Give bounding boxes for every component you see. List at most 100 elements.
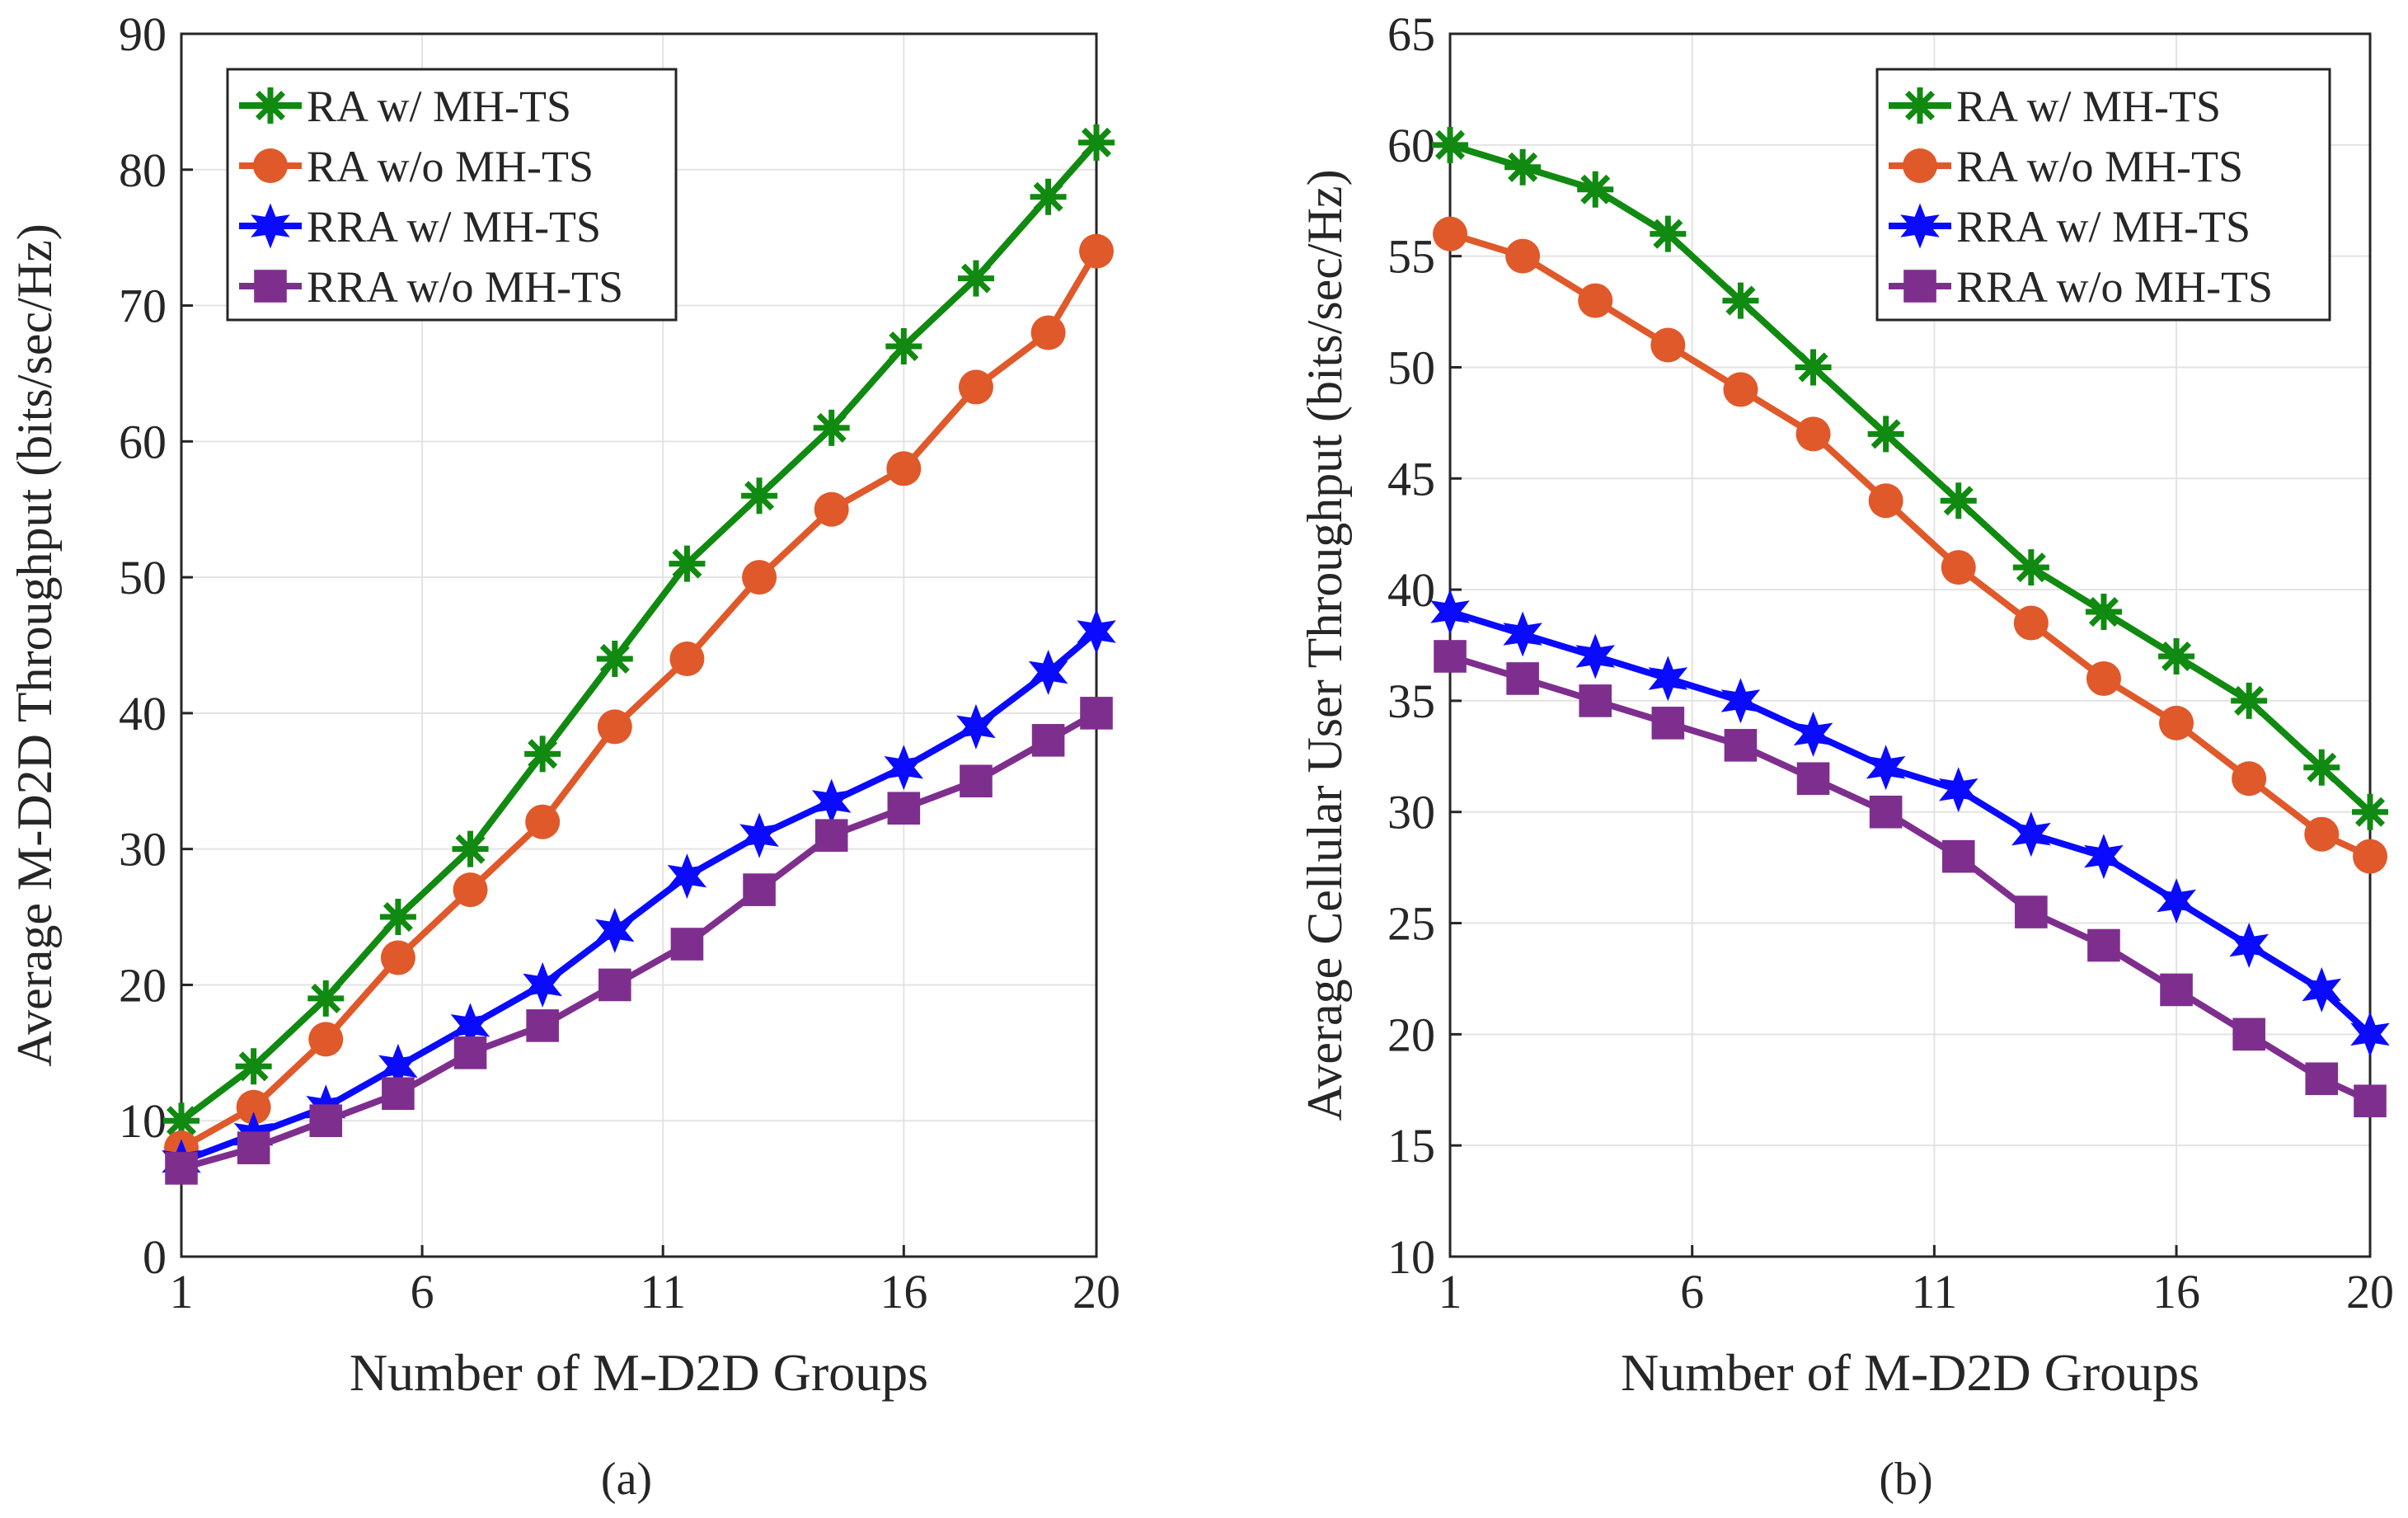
circle-marker <box>253 148 288 183</box>
series-ra-w-mh-ts <box>163 124 1115 1140</box>
asterisk-center <box>2241 693 2258 709</box>
y-tick-label: 70 <box>119 280 167 333</box>
hexagram-marker <box>1720 678 1761 724</box>
asterisk-marker <box>1940 482 1977 519</box>
x-tick-label: 1 <box>1439 1265 1462 1318</box>
legend-label: RA w/o MH-TS <box>1956 142 2243 191</box>
square-marker <box>254 270 287 303</box>
asterisk-center <box>751 487 767 505</box>
x-tick-label: 11 <box>1911 1265 1957 1318</box>
x-tick-label: 20 <box>1073 1265 1120 1318</box>
asterisk-center <box>2168 648 2185 665</box>
hexagram-marker <box>1575 633 1615 679</box>
hexagram-marker <box>1648 656 1688 702</box>
asterisk-center <box>1442 136 1458 153</box>
asterisk-center <box>2362 803 2378 820</box>
asterisk-marker <box>1078 124 1115 161</box>
y-tick-label: 10 <box>1387 1230 1435 1284</box>
hexagram-marker <box>1430 589 1470 635</box>
series-line <box>180 249 1100 1151</box>
square-marker <box>2305 1062 2339 1096</box>
square-marker <box>960 764 993 798</box>
square-marker <box>237 1131 270 1164</box>
asterisk-center <box>2313 759 2331 776</box>
circle-marker <box>2159 705 2194 740</box>
asterisk-marker <box>669 545 706 582</box>
hexagram-marker <box>251 203 290 249</box>
circle-marker <box>2086 660 2121 696</box>
asterisk-marker <box>2352 793 2388 830</box>
series-rra-w-mh-ts <box>1430 589 2390 1057</box>
asterisk-marker <box>813 409 850 446</box>
asterisk-center <box>534 745 552 763</box>
asterisk-marker <box>307 980 345 1017</box>
square-marker <box>2160 973 2193 1007</box>
legend-label: RRA w/o MH-TS <box>307 262 623 312</box>
circle-marker <box>958 369 993 405</box>
square-marker <box>2087 928 2120 962</box>
hexagram-marker <box>1938 767 1979 813</box>
asterisk-center <box>1088 134 1105 151</box>
legend-label: RRA w/ MH-TS <box>307 202 601 251</box>
square-marker <box>2354 1084 2387 1118</box>
asterisk-center <box>317 990 335 1007</box>
square-marker <box>1080 697 1113 730</box>
series-ra-w-o-mh-ts <box>164 233 1114 1166</box>
asterisk-marker <box>2158 637 2195 674</box>
asterisk-center <box>389 909 406 925</box>
circle-marker <box>814 491 849 527</box>
legend-box <box>1875 68 2331 322</box>
asterisk-center <box>1912 97 1928 114</box>
hexagram-marker <box>523 961 562 1008</box>
legend-item: RA w/ MH-TS <box>1889 82 2221 131</box>
circle-marker <box>1903 148 1937 183</box>
circle-marker <box>742 560 777 595</box>
y-tick-label: 30 <box>1387 786 1435 839</box>
x-tick-label: 16 <box>2152 1265 2200 1318</box>
asterisk-marker <box>235 1048 272 1085</box>
y-tick-label: 15 <box>1387 1119 1435 1173</box>
hexagram-marker <box>595 908 635 953</box>
y-tick-label: 25 <box>1387 897 1435 951</box>
asterisk-marker <box>2231 682 2268 719</box>
y-tick-label: 45 <box>1387 452 1435 505</box>
x-tick-label: 1 <box>170 1265 194 1318</box>
square-marker <box>526 1009 559 1042</box>
hexagram-marker <box>378 1043 418 1089</box>
square-marker <box>1031 724 1065 757</box>
y-tick-label: 60 <box>1387 119 1435 172</box>
asterisk-marker <box>1030 178 1067 215</box>
y-tick-label: 50 <box>1387 341 1435 394</box>
hexagram-marker <box>2011 811 2051 858</box>
legend-item: RA w/ MH-TS <box>239 82 571 131</box>
legend-item: RA w/o MH-TS <box>1889 142 2243 191</box>
asterisk-marker <box>596 640 633 677</box>
square-marker <box>670 928 704 961</box>
square-marker <box>309 1104 343 1138</box>
legend-label: RRA w/ MH-TS <box>1956 202 2251 251</box>
circle-marker <box>1079 233 1114 269</box>
y-tick-label: 0 <box>143 1230 167 1284</box>
legend-label: RRA w/o MH-TS <box>1956 262 2273 312</box>
hexagram-marker <box>2350 1011 2390 1057</box>
y-tick-label: 40 <box>119 687 167 740</box>
hexagram-marker <box>2229 923 2269 968</box>
square-marker <box>1579 684 1612 717</box>
asterisk-marker <box>885 327 922 364</box>
legend-label: RA w/ MH-TS <box>1956 82 2221 131</box>
asterisk-marker <box>1650 215 1687 252</box>
hexagram-marker <box>1793 711 1833 757</box>
square-marker <box>2232 1017 2265 1051</box>
square-marker <box>382 1077 415 1111</box>
legend-box <box>226 68 678 322</box>
hexagram-marker <box>956 703 996 750</box>
x-tick-label: 20 <box>2346 1265 2394 1318</box>
subfigure-caption: (b) <box>1879 1454 1932 1505</box>
square-marker <box>1869 795 1903 829</box>
asterisk-center <box>462 840 479 858</box>
asterisk-center <box>173 1112 190 1130</box>
square-marker <box>453 1036 487 1069</box>
y-tick-label: 60 <box>119 415 167 468</box>
square-marker <box>1796 762 1830 796</box>
